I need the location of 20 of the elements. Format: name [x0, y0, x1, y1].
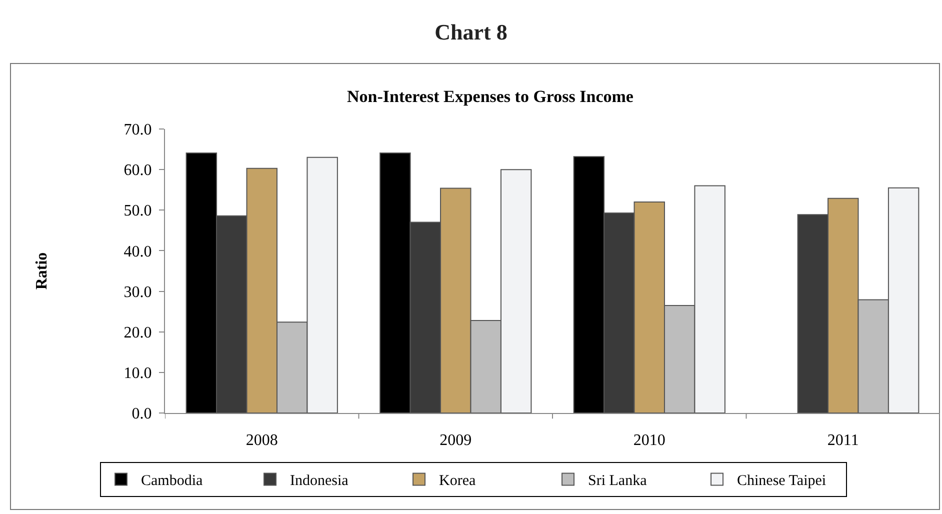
- legend-label: Korea: [439, 473, 476, 490]
- y-tick-label: 10.0: [124, 365, 152, 382]
- legend-label: Cambodia: [141, 473, 203, 490]
- chart-title: Chart 8: [434, 20, 508, 45]
- y-tick-label: 60.0: [124, 162, 152, 180]
- x-tick-label: 2010: [633, 432, 666, 450]
- legend-label: Indonesia: [290, 473, 349, 490]
- chart-subtitle: Non-Interest Expenses to Gross Income: [347, 87, 634, 106]
- y-tick-label: 30.0: [124, 284, 152, 301]
- y-axis-title: Ratio: [34, 252, 51, 290]
- y-tick-label: 40.0: [124, 243, 152, 260]
- legend-label: Sri Lanka: [588, 473, 648, 490]
- y-tick-label: 50.0: [124, 202, 152, 220]
- legend-label: Chinese Taipei: [737, 473, 826, 490]
- x-tick-label: 2011: [827, 432, 859, 450]
- y-tick-label: 70.0: [124, 122, 152, 139]
- y-tick-label: 20.0: [124, 324, 152, 342]
- x-tick-label: 2009: [440, 432, 472, 450]
- x-tick-label: 2008: [246, 432, 278, 450]
- y-tick-label: 0.0: [132, 406, 152, 423]
